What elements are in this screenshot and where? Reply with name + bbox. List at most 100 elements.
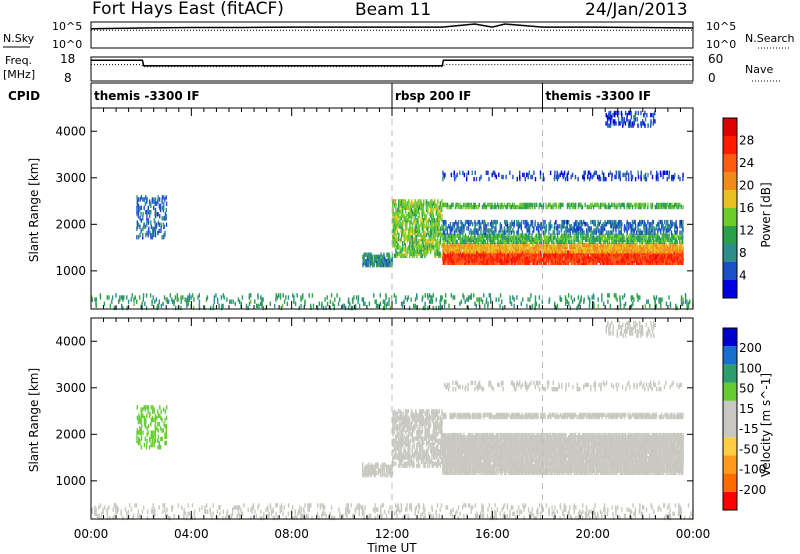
data-cell <box>482 509 484 514</box>
data-cell <box>180 505 183 510</box>
data-cell <box>124 507 127 512</box>
data-cell <box>535 233 537 238</box>
data-cell <box>610 115 613 120</box>
data-cell <box>382 299 384 304</box>
data-cell <box>497 242 499 248</box>
data-cell <box>651 112 653 118</box>
data-cell <box>516 204 518 210</box>
data-cell <box>611 176 613 182</box>
data-cell <box>495 219 497 225</box>
data-cell <box>348 297 350 302</box>
data-cell <box>396 207 398 212</box>
data-cell <box>620 226 622 231</box>
data-cell <box>668 239 670 245</box>
data-cell <box>494 242 496 248</box>
data-cell <box>618 174 620 180</box>
data-cell <box>425 205 427 210</box>
data-cell <box>594 219 596 225</box>
data-cell <box>432 305 434 311</box>
data-cell <box>538 295 541 300</box>
data-cell <box>507 242 510 248</box>
data-cell <box>369 252 371 257</box>
data-cell <box>649 246 651 252</box>
data-cell <box>304 503 306 508</box>
data-cell <box>629 233 631 238</box>
data-cell <box>625 172 627 178</box>
data-cell <box>555 305 557 311</box>
data-cell <box>628 246 631 252</box>
data-cell <box>523 233 525 238</box>
data-cell <box>466 235 468 240</box>
data-cell <box>403 228 405 233</box>
data-cell <box>409 503 411 508</box>
data-cell <box>492 515 495 521</box>
data-cell <box>154 207 157 213</box>
data-cell <box>603 242 605 248</box>
data-cell <box>261 515 263 521</box>
data-cell <box>439 251 441 256</box>
data-cell <box>126 305 128 311</box>
data-cell <box>420 218 422 223</box>
data-cell <box>392 207 394 212</box>
data-cell <box>572 242 574 248</box>
data-cell <box>294 513 297 519</box>
data-cell <box>392 224 394 229</box>
data-cell <box>143 505 145 510</box>
data-cell <box>378 254 381 259</box>
data-cell <box>157 212 159 217</box>
data-cell <box>463 295 465 300</box>
data-cell <box>643 174 645 180</box>
data-cell <box>540 242 542 248</box>
data-cell <box>556 303 559 309</box>
data-cell <box>164 197 166 202</box>
data-cell <box>322 503 325 508</box>
data-cell <box>511 202 514 208</box>
data-cell <box>463 235 465 240</box>
data-cell <box>542 219 545 225</box>
data-cell <box>281 507 283 512</box>
data-cell <box>425 213 427 219</box>
data-cell <box>400 301 403 306</box>
data-cell <box>654 228 656 233</box>
data-cell <box>435 251 437 256</box>
data-cell <box>639 295 641 300</box>
data-cell <box>653 230 655 235</box>
data-cell <box>628 242 630 248</box>
data-cell <box>672 222 674 227</box>
nave-tick-top: 60 <box>708 52 723 66</box>
data-cell <box>661 242 663 248</box>
data-cell <box>475 228 478 233</box>
data-cell <box>401 241 404 246</box>
data-cell <box>512 222 514 227</box>
data-cell <box>430 213 432 219</box>
data-cell <box>485 170 487 175</box>
data-cell <box>533 237 535 242</box>
data-cell <box>344 305 347 311</box>
data-cell <box>324 297 326 302</box>
data-cell <box>418 205 421 210</box>
data-cell <box>255 513 258 519</box>
data-cell <box>338 507 340 512</box>
data-cell <box>657 222 659 227</box>
data-cell <box>423 209 425 215</box>
data-cell <box>161 205 164 211</box>
data-cell <box>285 295 287 300</box>
data-cell <box>366 262 368 268</box>
data-cell <box>234 505 237 510</box>
data-cell <box>626 228 628 233</box>
data-cell <box>415 224 418 229</box>
data-cell <box>597 235 599 240</box>
data-cell <box>458 219 460 225</box>
data-cell <box>598 228 600 233</box>
data-cell <box>608 246 610 252</box>
data-cell <box>138 235 140 240</box>
data-cell <box>618 110 620 116</box>
data-cell <box>557 242 559 248</box>
data-cell <box>292 505 294 510</box>
data-cell <box>437 236 439 242</box>
data-cell <box>442 258 445 263</box>
nave-tick-bottom: 0 <box>708 71 716 85</box>
data-cell <box>540 202 542 208</box>
data-cell <box>364 252 367 257</box>
data-cell <box>675 219 677 225</box>
